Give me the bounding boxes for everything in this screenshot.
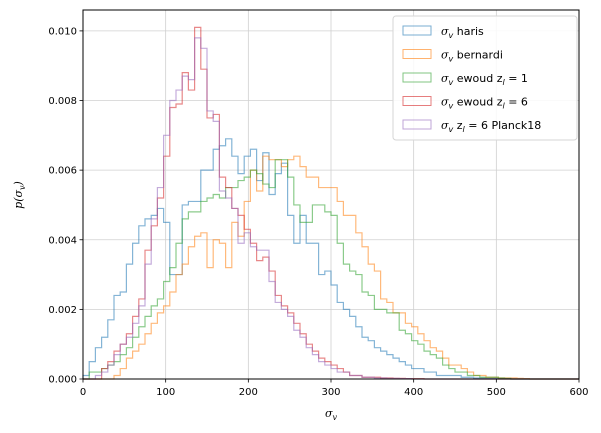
y-axis-ticks: 0.000 0.002 0.004 0.006 0.008 0.010: [48, 26, 83, 386]
x-tick-label: 200: [239, 387, 258, 398]
x-tick-label: 0: [80, 387, 86, 398]
legend-box: [392, 15, 578, 141]
histogram-step-line: [83, 155, 579, 380]
y-tick-label: 0.004: [48, 235, 77, 246]
legend: σv haris σv bernardi σv ewoud zl = 1 σv ewo…: [392, 15, 578, 141]
legend-label: σv ewoud zl = 1: [441, 72, 528, 87]
x-axis-label: σv: [325, 407, 338, 422]
histogram-step-line: [82, 138, 579, 380]
y-tick-label: 0.000: [48, 375, 77, 386]
legend-swatch: [402, 25, 432, 36]
x-axis-ticks: 0 100 200 300 400 500 600: [80, 379, 589, 398]
y-tick-label: 0.006: [48, 166, 77, 177]
y-tick-label: 0.010: [48, 26, 77, 37]
legend-swatch: [402, 72, 432, 83]
legend-swatch: [402, 96, 432, 106]
legend-label: σv ewoud zl = 6: [441, 96, 528, 111]
y-tick-label: 0.008: [48, 96, 77, 107]
legend-swatch: [402, 49, 432, 59]
legend-swatch: [402, 119, 432, 130]
histogram-step-line: [83, 159, 579, 380]
legend-label: σv zl = 6 Planck18: [441, 119, 541, 134]
y-axis-label: p(σv): [12, 181, 27, 209]
x-tick-label: 300: [321, 387, 340, 398]
y-tick-label: 0.002: [48, 305, 77, 316]
legend-label: σv haris: [441, 25, 484, 40]
x-tick-label: 600: [569, 387, 588, 398]
legend-label: σv bernardi: [441, 49, 503, 64]
x-tick-label: 100: [156, 387, 175, 398]
x-tick-label: 500: [487, 387, 506, 398]
x-tick-label: 400: [404, 387, 423, 398]
